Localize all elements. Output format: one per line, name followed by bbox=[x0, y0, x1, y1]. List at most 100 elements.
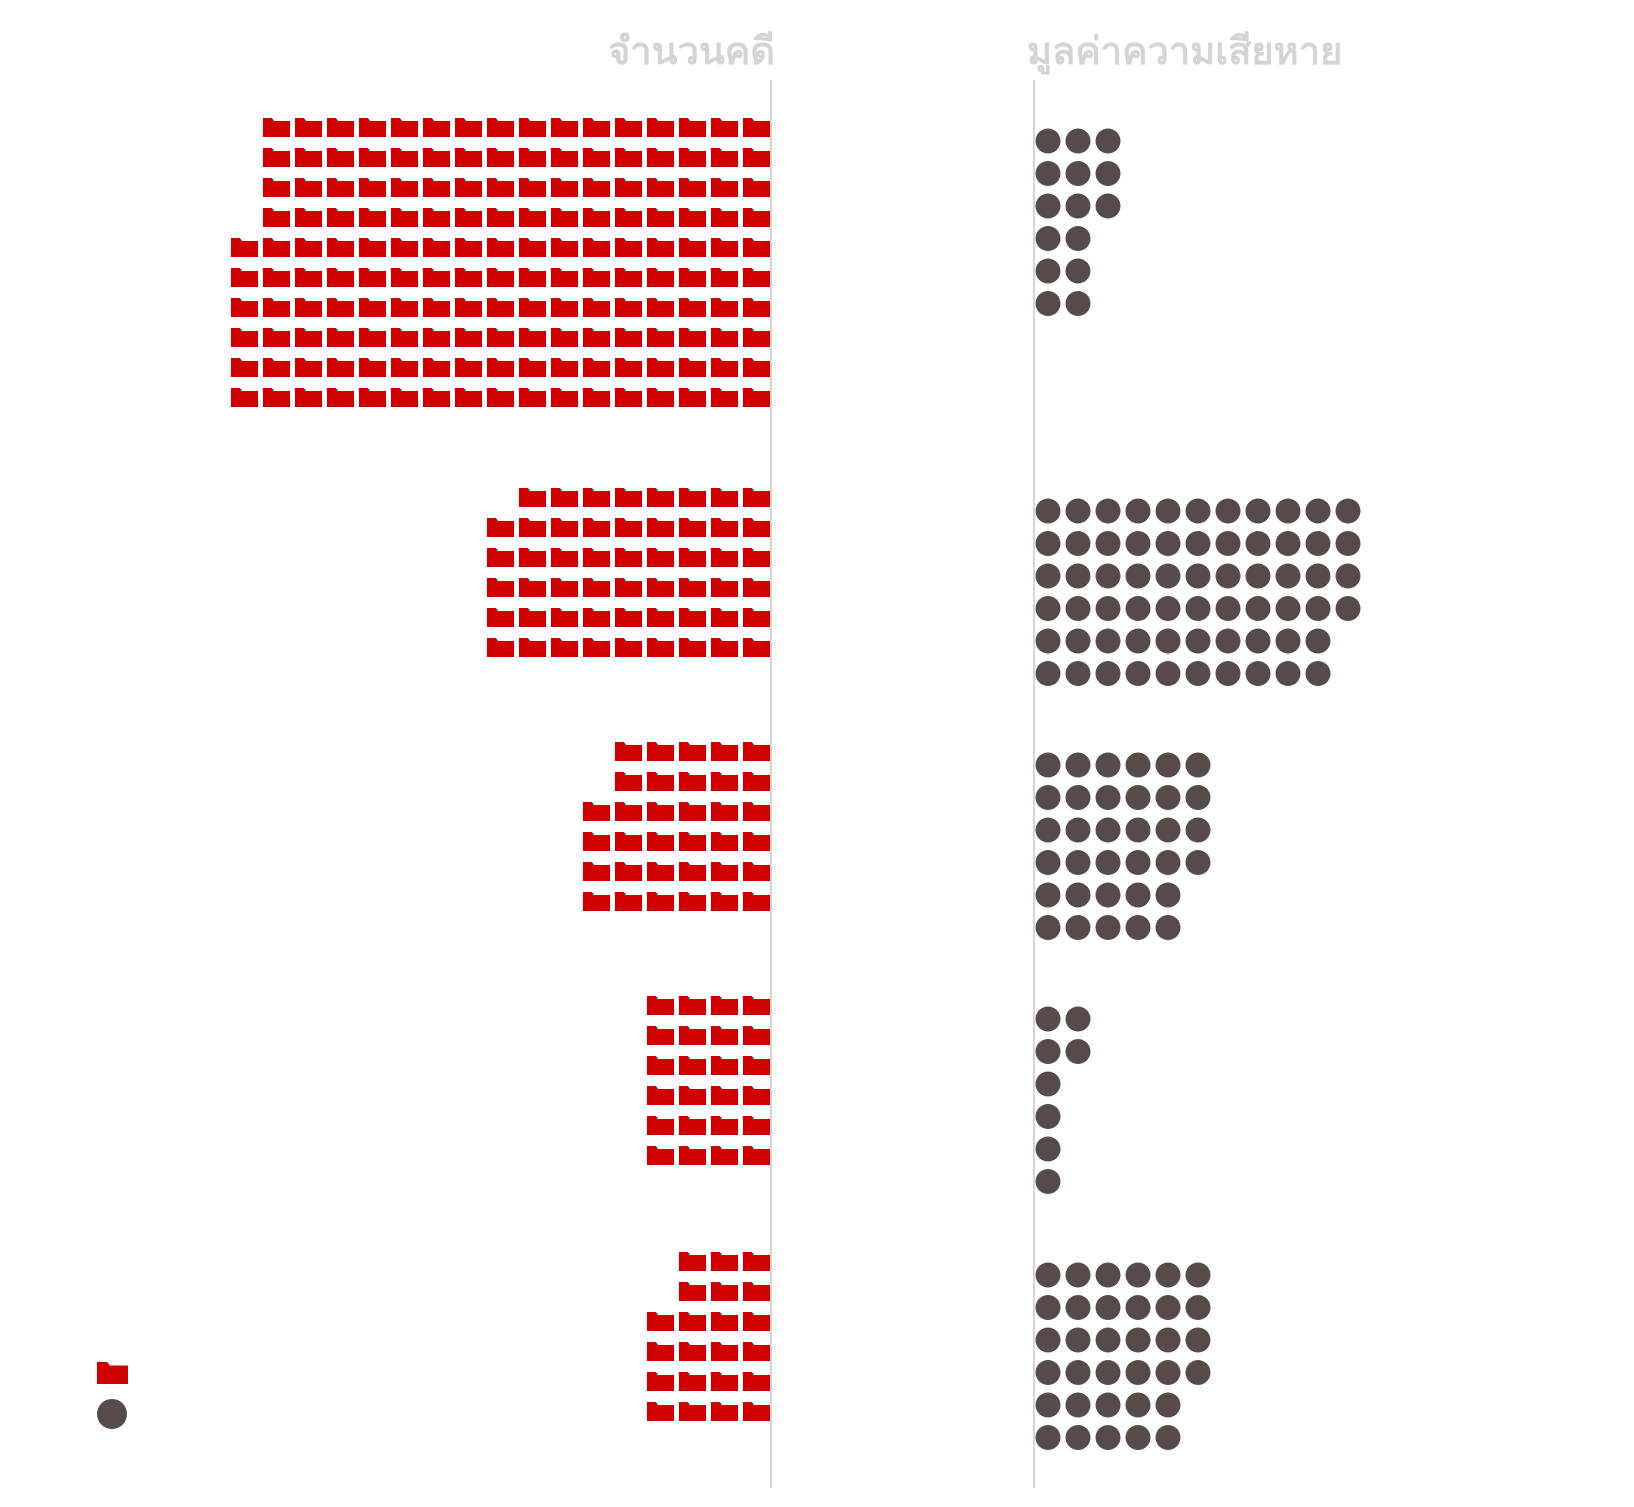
case-folder-icon bbox=[295, 208, 322, 227]
case-folder-icon-shape bbox=[710, 1146, 738, 1165]
case-folder-icon bbox=[582, 148, 610, 167]
case-folder-icon-shape bbox=[678, 178, 706, 197]
case-folder-icon-shape bbox=[263, 388, 290, 407]
case-folder-icon-shape bbox=[582, 518, 610, 537]
case-folder-icon-shape bbox=[678, 1116, 706, 1135]
case-folder-icon-shape bbox=[518, 298, 546, 317]
case-folder-icon bbox=[646, 996, 674, 1015]
case-folder-icon bbox=[678, 772, 706, 791]
damage-dot-icon bbox=[1065, 915, 1091, 940]
case-folder-icon-shape bbox=[263, 178, 290, 197]
case-folder-icon-shape bbox=[646, 148, 674, 167]
case-folder-icon bbox=[391, 238, 418, 257]
case-folder-icon bbox=[391, 388, 418, 407]
case-folder-icon-shape bbox=[327, 358, 354, 377]
case-folder-icon-shape bbox=[359, 148, 386, 167]
case-folder-icon bbox=[614, 638, 642, 657]
case-folder-icon bbox=[295, 268, 322, 287]
case-folder-icon-shape bbox=[678, 578, 706, 597]
case-folder-icon bbox=[678, 268, 706, 287]
case-folder-icon-shape bbox=[582, 118, 610, 137]
case-folder-icon-shape bbox=[678, 388, 706, 407]
case-folder-icon bbox=[423, 238, 450, 257]
case-folder-icon bbox=[359, 328, 386, 347]
case-folder-icon bbox=[614, 178, 642, 197]
case-folder-icon-shape bbox=[263, 118, 290, 137]
damage-dot-icon bbox=[1125, 498, 1151, 524]
case-folder-icon-shape bbox=[550, 298, 578, 317]
case-folder-icon-shape bbox=[359, 118, 386, 137]
case-folder-icon-shape bbox=[455, 238, 482, 257]
case-folder-icon bbox=[614, 238, 642, 257]
case-folder-icon-shape bbox=[678, 892, 706, 911]
case-folder-icon-shape bbox=[614, 118, 642, 137]
case-folder-icon-shape bbox=[710, 578, 738, 597]
case-folder-icon-shape bbox=[550, 178, 578, 197]
damage-dot-icon bbox=[1155, 628, 1181, 654]
case-folder-icon-shape bbox=[518, 148, 546, 167]
case-folder-icon-shape bbox=[455, 178, 482, 197]
case-folder-icon-shape bbox=[487, 238, 514, 257]
damage-dot-icon bbox=[1095, 1360, 1121, 1385]
case-folder-icon-shape bbox=[359, 178, 386, 197]
case-folder-icon bbox=[455, 178, 482, 197]
case-folder-icon bbox=[742, 388, 770, 407]
case-folder-icon bbox=[646, 548, 674, 567]
case-folder-icon-shape bbox=[582, 208, 610, 227]
damage-dot-icon bbox=[1155, 915, 1181, 940]
case-folder-icon-shape bbox=[518, 178, 546, 197]
damage-dot-icon bbox=[1035, 1006, 1061, 1032]
damage-dot-icon bbox=[1305, 531, 1331, 556]
damage-dot-icon bbox=[1155, 882, 1181, 908]
case-folder-icon-shape bbox=[742, 548, 770, 567]
case-folder-icon bbox=[742, 742, 770, 761]
case-folder-icon-shape bbox=[678, 118, 706, 137]
case-folder-icon-shape bbox=[710, 178, 738, 197]
case-folder-icon-shape bbox=[231, 268, 258, 287]
case-folder-icon-shape bbox=[614, 268, 642, 287]
case-folder-icon-shape bbox=[710, 358, 738, 377]
case-folder-icon bbox=[678, 1026, 706, 1045]
case-folder-icon bbox=[423, 328, 450, 347]
case-folder-icon bbox=[550, 148, 578, 167]
case-folder-icon-shape bbox=[391, 148, 418, 167]
case-folder-icon-shape bbox=[614, 802, 642, 821]
case-folder-icon-shape bbox=[742, 1146, 770, 1165]
case-folder-icon bbox=[614, 388, 642, 407]
case-folder-icon-shape bbox=[391, 178, 418, 197]
case-folder-icon-shape bbox=[742, 1056, 770, 1075]
case-folder-icon bbox=[678, 238, 706, 257]
damage-dot-icon bbox=[1335, 596, 1361, 621]
case-folder-icon-shape bbox=[742, 268, 770, 287]
case-folder-icon bbox=[550, 178, 578, 197]
case-folder-icon-shape bbox=[678, 1146, 706, 1165]
case-folder-icon-shape bbox=[646, 578, 674, 597]
case-folder-icon bbox=[614, 298, 642, 317]
case-folder-icon-shape bbox=[518, 388, 546, 407]
case-folder-icon bbox=[263, 328, 290, 347]
case-folder-icon bbox=[646, 1402, 674, 1421]
case-folder-icon bbox=[391, 208, 418, 227]
case-folder-icon-shape bbox=[582, 802, 610, 821]
case-folder-icon-shape bbox=[742, 1252, 770, 1271]
case-folder-icon bbox=[710, 1086, 738, 1105]
case-folder-icon-shape bbox=[678, 832, 706, 851]
case-folder-icon-shape bbox=[614, 578, 642, 597]
case-folder-icon bbox=[582, 328, 610, 347]
damage-dot-icon bbox=[1185, 850, 1211, 875]
damage-dot-icon bbox=[1095, 850, 1121, 875]
case-folder-icon bbox=[710, 148, 738, 167]
damage-dot-icon bbox=[1125, 882, 1151, 908]
case-folder-icon bbox=[614, 892, 642, 911]
case-folder-icon bbox=[455, 388, 482, 407]
damage-dot-icon bbox=[1035, 661, 1061, 686]
case-folder-icon-shape bbox=[614, 862, 642, 881]
case-folder-icon bbox=[487, 208, 514, 227]
case-folder-icon-shape bbox=[742, 358, 770, 377]
damage-column-title: มูลค่าความเสียหาย bbox=[1027, 29, 1342, 75]
damage-dot-icon bbox=[1125, 785, 1151, 810]
case-folder-icon bbox=[646, 578, 674, 597]
case-folder-icon bbox=[710, 608, 738, 627]
damage-dot-icon bbox=[1065, 258, 1091, 284]
case-folder-icon bbox=[742, 488, 770, 507]
